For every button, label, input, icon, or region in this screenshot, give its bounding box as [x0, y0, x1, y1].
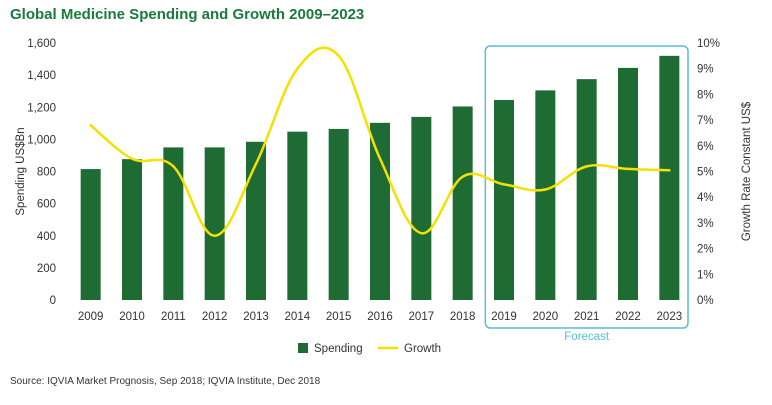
x-tick-label: 2009 [78, 311, 104, 323]
spending-bar-2019 [494, 100, 514, 300]
x-tick-label: 2010 [119, 311, 145, 323]
spending-bar-2015 [328, 128, 349, 300]
spending-bar-2016 [370, 122, 390, 300]
growth-point-2023 [668, 169, 671, 172]
y-left-tick-label: 400 [37, 231, 56, 243]
x-tick-label: 2022 [615, 311, 641, 323]
growth-point-2014 [296, 67, 299, 70]
y-left-tick-label: 600 [37, 199, 56, 211]
spending-bar-2021 [576, 79, 597, 300]
growth-point-2018 [461, 175, 464, 178]
spending-bar-2013 [246, 141, 266, 300]
spending-bar-2020 [535, 90, 556, 301]
spending-bar-2012 [204, 147, 225, 300]
growth-point-2021 [585, 165, 588, 168]
spending-bar-2018 [452, 106, 473, 301]
y-left-axis-title: Spending US$Bn [15, 127, 27, 215]
growth-point-2019 [502, 183, 506, 186]
spending-bar-2014 [287, 131, 308, 300]
growth-point-2022 [626, 167, 630, 171]
spending-bar-2022 [618, 67, 638, 300]
growth-line [89, 46, 671, 238]
y-right-tick-label: 0% [697, 295, 714, 307]
x-tick-label: 2021 [574, 311, 600, 323]
chart-title: Global Medicine Spending and Growth 2009… [10, 6, 365, 23]
y-right-tick-label: 3% [697, 218, 714, 230]
y-left-tick-label: 1,400 [27, 70, 56, 82]
growth-point-2016 [378, 157, 382, 160]
y-right-tick-label: 5% [697, 167, 714, 179]
y-right-tick-label: 9% [697, 64, 714, 76]
forecast-label: Forecast [564, 331, 610, 343]
growth-point-2015 [337, 54, 340, 58]
y-right-tick-label: 2% [697, 244, 714, 256]
y-left-tick-label: 1,600 [27, 38, 56, 50]
spending-bar-2011 [163, 147, 184, 300]
growth-point-2009 [89, 124, 92, 127]
x-tick-label: 2019 [491, 311, 517, 323]
y-right-axis-title: Growth Rate Constant US$ [741, 101, 753, 241]
legend-growth-label: Growth [404, 343, 441, 355]
x-tick-label: 2011 [161, 311, 186, 323]
source-note: Source: IQVIA Market Prognosis, Sep 2018… [10, 376, 321, 387]
y-left-tick-label: 1,000 [27, 134, 56, 146]
growth-point-2013 [254, 162, 258, 165]
x-tick-label: 2012 [202, 311, 228, 323]
y-left-tick-label: 1,200 [27, 102, 56, 114]
x-tick-label: 2023 [657, 311, 683, 323]
forecast-box [484, 45, 689, 329]
spending-bar-2017 [411, 116, 432, 300]
y-right-tick-label: 4% [697, 192, 714, 204]
legend-spending-swatch [298, 343, 308, 353]
x-tick-label: 2014 [285, 311, 311, 323]
y-right-tick-label: 8% [697, 89, 714, 101]
growth-point-2010 [130, 157, 134, 160]
growth-point-2012 [213, 234, 216, 237]
spending-bar-2009 [80, 169, 101, 300]
y-right-tick-label: 7% [697, 115, 714, 127]
y-left-tick-label: 0 [50, 295, 56, 307]
x-tick-label: 2013 [243, 311, 269, 323]
y-right-tick-label: 6% [697, 141, 714, 153]
x-tick-label: 2016 [367, 311, 393, 323]
x-tick-label: 2018 [450, 311, 476, 323]
y-right-tick-label: 10% [697, 38, 720, 50]
growth-point-2017 [420, 231, 423, 235]
x-tick-label: 2020 [533, 311, 559, 323]
y-left-tick-label: 200 [37, 263, 56, 275]
y-right-tick-label: 1% [697, 269, 714, 281]
growth-point-2020 [544, 188, 547, 191]
spending-bar-2010 [122, 159, 142, 300]
x-tick-label: 2015 [326, 311, 352, 323]
legend-spending-label: Spending [314, 343, 363, 355]
spending-bar-2023 [659, 55, 680, 300]
x-tick-label: 2017 [409, 311, 435, 323]
y-left-tick-label: 800 [37, 167, 56, 179]
growth-point-2011 [172, 165, 175, 168]
